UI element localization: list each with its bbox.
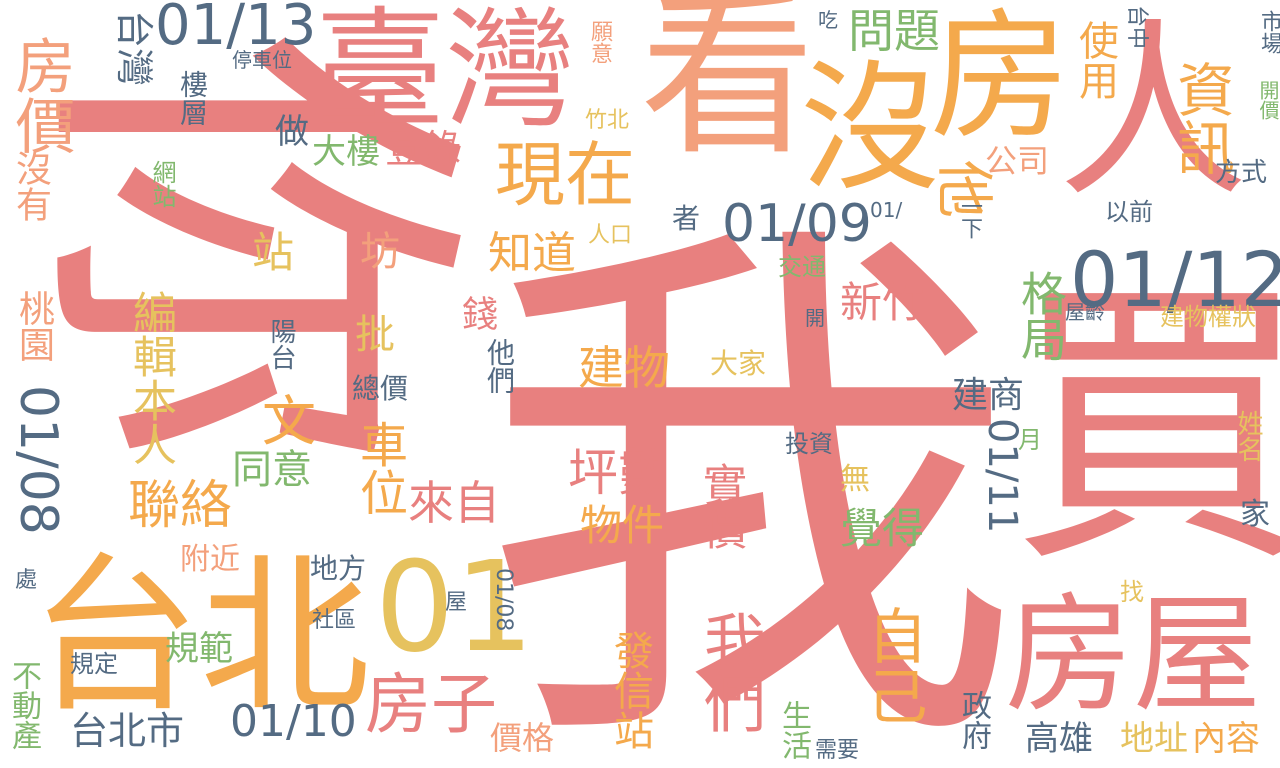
word-difang: 地方 <box>310 552 367 585</box>
word-yiqian: 以前 <box>1105 198 1153 226</box>
word-zongjia: 總價 <box>352 372 409 405</box>
word-zhao: 找 <box>1120 578 1144 606</box>
word-shijia: 實價 <box>695 462 746 550</box>
word-shiyong: 使用 <box>1072 20 1118 100</box>
word-taiwan-trad: 臺灣 <box>315 0 576 146</box>
word-ziji: 自己 <box>857 605 927 725</box>
word-d01-slash: 01/ <box>870 198 903 222</box>
word-fujin: 附近 <box>180 542 240 577</box>
word-yuanyi: 願意 <box>587 20 612 64</box>
word-xuyao: 需要 <box>815 738 860 763</box>
word-taibeishi: 台北市 <box>70 709 185 753</box>
word-wujian: 物件 <box>580 501 665 550</box>
word-zhan: 站 <box>252 228 295 277</box>
word-zhe: 者 <box>672 202 701 235</box>
word-dajia: 大家 <box>710 347 767 380</box>
word-fangshi: 方式 <box>1215 158 1268 188</box>
word-taizhong: 台中 <box>1124 5 1149 50</box>
word-meiyou: 沒有 <box>10 150 51 222</box>
word-louceng: 樓層 <box>176 70 209 126</box>
word-yangtai: 陽台 <box>266 318 296 370</box>
word-d0112: 01/12 <box>1070 235 1280 324</box>
word-wenti: 問題 <box>848 4 940 58</box>
word-xingming: 姓名 <box>1233 410 1263 462</box>
word-chu: 處 <box>15 568 38 593</box>
word-geju: 格局 <box>1014 270 1068 362</box>
word-dizhi: 地址 <box>1120 719 1188 759</box>
word-dalou: 大樓 <box>312 132 380 172</box>
word-bianjiben: 編輯本人 <box>125 290 176 466</box>
word-xinzhu: 新竹 <box>840 278 925 327</box>
word-wo: 我 <box>480 181 1020 768</box>
word-ren: 人 <box>1058 2 1249 223</box>
word-d01: 01 <box>375 535 535 680</box>
word-shequ: 社區 <box>312 608 357 633</box>
word-wuling: 屋齡 <box>1065 300 1105 324</box>
word-budongchan: 不動產 <box>6 660 41 750</box>
word-laizi: 來自 <box>408 476 500 530</box>
word-pi: 批 <box>355 312 395 358</box>
word-jianwuquanzhuang: 建物權狀 <box>1160 303 1256 331</box>
word-kaijia: 開價 <box>1256 80 1280 120</box>
word-fangwu: 房屋 <box>1005 581 1262 730</box>
word-chi: 吃 <box>818 8 838 32</box>
word-tongyi: 同意 <box>232 447 312 493</box>
word-jiage: 價格 <box>490 719 555 757</box>
word-denglu: 登錄 <box>385 127 462 171</box>
word-ni: 你 <box>0 30 501 470</box>
word-shenghuo: 生活 <box>776 700 811 760</box>
word-jiaotong: 交通 <box>778 253 826 281</box>
word-jianshang: 建商 <box>952 375 1025 416</box>
word-d0110: 01/10 <box>230 696 357 747</box>
word-shichang: 市場 <box>1257 10 1280 54</box>
word-mai: 買 <box>1010 253 1280 602</box>
word-lianluo: 聯絡 <box>128 476 233 536</box>
word-gongsi: 公司 <box>985 142 1050 180</box>
word-pingshu: 坪數 <box>568 444 668 502</box>
word-juede: 覺得 <box>840 504 925 553</box>
word-zixun: 資訊 <box>1167 60 1235 176</box>
word-qian: 錢 <box>456 295 497 331</box>
word-wu-house: 屋 <box>445 590 468 615</box>
word-faxinzhan: 發信站 <box>607 630 653 750</box>
word-cheewei: 車位 <box>351 420 407 516</box>
word-fangjia: 房價 <box>5 35 75 155</box>
word-jianwu: 建物 <box>578 341 670 395</box>
word-guiding: 規定 <box>70 650 118 678</box>
word-fang-shop: 坊 <box>360 229 400 275</box>
word-zhidao: 知道 <box>488 228 576 279</box>
word-kan: 看 <box>640 0 815 179</box>
word-gaoxiong: 高雄 <box>1025 719 1093 759</box>
word-renkou: 人口 <box>588 223 633 248</box>
word-d0111: 01/11 <box>979 418 1025 534</box>
word-fang: 房 <box>930 0 1071 159</box>
word-neirong: 內容 <box>1192 719 1260 759</box>
word-taiwan-simple: 台灣 <box>112 10 156 87</box>
word-tingchewei: 停車位 <box>232 48 292 72</box>
word-yue: 月 <box>1018 426 1042 454</box>
word-wangzhan: 網站 <box>148 160 176 208</box>
word-d0109: 01/09 <box>722 194 872 254</box>
word-wen: 文 <box>262 390 316 453</box>
word-guifan: 規範 <box>165 629 233 669</box>
word-taibei: 台北 <box>30 538 371 736</box>
word-mei: 沒 <box>800 48 941 211</box>
word-d0113: 01/13 <box>155 0 317 58</box>
word-zuo: 做 <box>275 112 309 152</box>
word-fangzi: 房子 <box>365 666 497 743</box>
word-touzi: 投資 <box>785 430 833 458</box>
word-xianzai: 現在 <box>495 134 635 216</box>
word-zhubei: 竹北 <box>585 108 630 133</box>
word-kai: 開 <box>805 306 825 330</box>
word-taoyuan: 桃園 <box>13 290 54 362</box>
word-women: 我們 <box>693 610 766 734</box>
word-jia: 家 <box>1240 497 1270 532</box>
word-wu-none: 無 <box>840 462 870 497</box>
word-zhengfu: 政府 <box>956 690 991 750</box>
word-d0108: 01/08 <box>8 385 68 535</box>
word-yixia: 一下 <box>957 195 982 239</box>
word-d0108-small: 01/08 <box>491 568 516 632</box>
word-tamen: 他們 <box>483 338 516 394</box>
